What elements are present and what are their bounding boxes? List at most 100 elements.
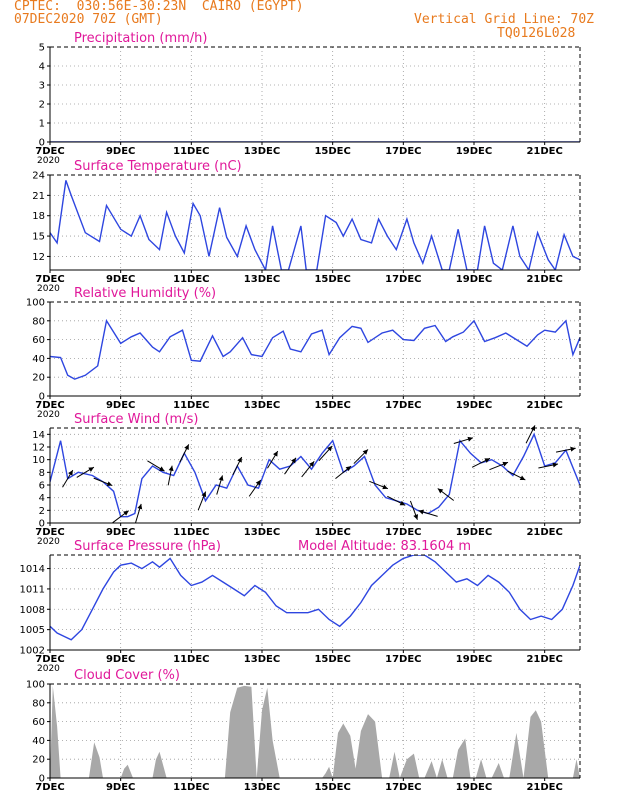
panel-0-xtick-label: 11DEC (173, 146, 209, 157)
panel-4-ytick-label: 1011 (20, 584, 45, 595)
wind-arrow-head (168, 465, 174, 472)
panel-2-ytick-label: 40 (32, 354, 45, 365)
panel-1-xtick-label: 9DEC (106, 274, 135, 285)
panel-5-xtick-label: 19DEC (456, 782, 492, 793)
wind-arrow-head (137, 503, 143, 510)
panel-1-xtick-label: 17DEC (385, 274, 421, 285)
panel-5-ytick-label: 100 (26, 680, 45, 691)
panel-2-ytick-label: 100 (26, 298, 45, 309)
wind-arrow-head (413, 514, 419, 520)
panel-2-ytick-label: 20 (32, 373, 45, 384)
panel-5-xtick-label: 11DEC (173, 782, 209, 793)
panel-5-ytick-label: 40 (32, 736, 45, 747)
wind-arrow-head (201, 491, 207, 498)
wind-arrow-head (123, 510, 129, 516)
wind-arrow-head (382, 484, 388, 490)
panel-3-xtick-label: 21DEC (526, 527, 562, 538)
panel-1-ytick-label: 12 (32, 252, 45, 263)
header-model-code: TQ0126L028 (497, 26, 576, 41)
panel-2-xtick-label: 11DEC (173, 400, 209, 411)
panel-5-xtick-label: 9DEC (106, 782, 135, 793)
panel-4-title: Surface Pressure (hPa) (74, 539, 221, 554)
panel-3-ytick-label: 10 (32, 455, 45, 466)
panel-1-xtick-label: 21DEC (526, 274, 562, 285)
wind-arrow-head (273, 451, 278, 457)
panel-4-ytick-label: 1005 (20, 625, 45, 636)
panel-3-ytick-label: 4 (39, 493, 45, 504)
panel-0-year-label: 2020 (37, 156, 60, 166)
panel-3-title: Surface Wind (m/s) (74, 412, 198, 427)
panel-5-ytick-label: 60 (32, 717, 45, 728)
panel-2-xtick-label: 7DEC (35, 400, 64, 411)
wind-arrow-head (68, 470, 73, 476)
panel-3-xtick-label: 9DEC (106, 527, 135, 538)
panel-1-ytick-label: 21 (32, 191, 45, 202)
wind-arrow-head (309, 461, 315, 467)
panel-5-xtick-label: 17DEC (385, 782, 421, 793)
panel-3-ytick-label: 0 (39, 519, 45, 530)
panel-1-title: Surface Temperature (nC) (74, 159, 242, 174)
panel-4-annotation: Model Altitude: 83.1604 m (298, 539, 471, 554)
panel-2-xtick-label: 21DEC (526, 400, 562, 411)
header-grid-line: Vertical Grid Line: 70Z (414, 12, 595, 27)
wind-arrow-head (570, 446, 576, 452)
panel-3-ytick-label: 2 (39, 506, 45, 517)
panel-0-xtick-label: 19DEC (456, 146, 492, 157)
panel-4-xtick-label: 7DEC (35, 654, 64, 665)
panel-4-xtick-label: 21DEC (526, 654, 562, 665)
panel-0-ytick-label: 2 (39, 100, 45, 111)
panel-1-ytick-label: 18 (32, 211, 45, 222)
panel-0-xtick-label: 21DEC (526, 146, 562, 157)
panel-2-xtick-label: 9DEC (106, 400, 135, 411)
wind-arrow-head (291, 457, 297, 464)
panel-1-xtick-label: 19DEC (456, 274, 492, 285)
panel-5-title: Cloud Cover (%) (74, 668, 180, 683)
panel-3-year-label: 2020 (37, 537, 60, 547)
panel-4-xtick-label: 19DEC (456, 654, 492, 665)
panel-0-xtick-label: 9DEC (106, 146, 135, 157)
panel-0-ytick-label: 3 (39, 81, 45, 92)
panel-4-xtick-label: 9DEC (106, 654, 135, 665)
panel-3-xtick-label: 7DEC (35, 527, 64, 538)
panel-0-ytick-label: 5 (39, 43, 45, 54)
panel-5-xtick-label: 15DEC (314, 782, 350, 793)
panel-3-xtick-label: 19DEC (456, 527, 492, 538)
panel-4-year-label: 2020 (37, 664, 60, 674)
wind-arrow-head (502, 461, 509, 467)
panel-1-year-label: 2020 (37, 284, 60, 294)
panel-2-ytick-label: 60 (32, 335, 45, 346)
wind-arrow-head (218, 475, 224, 481)
panel-3-xtick-label: 13DEC (244, 527, 280, 538)
panel-5-xtick-label: 7DEC (35, 782, 64, 793)
panel-0-xtick-label: 17DEC (385, 146, 421, 157)
wind-arrow-head (437, 488, 444, 494)
panel-0-xtick-label: 7DEC (35, 146, 64, 157)
panel-2-ytick-label: 0 (39, 392, 45, 403)
panel-2-series-line (50, 318, 580, 380)
panel-2-title: Relative Humidity (%) (74, 286, 216, 301)
panel-3-xtick-label: 11DEC (173, 527, 209, 538)
panel-3-xtick-label: 17DEC (385, 527, 421, 538)
panel-4-ytick-label: 1008 (20, 605, 45, 616)
panel-1-xtick-label: 11DEC (173, 274, 209, 285)
panel-5-xtick-label: 13DEC (244, 782, 280, 793)
cloud-cover-area (50, 685, 580, 778)
wind-arrow-head (552, 462, 559, 468)
wind-arrow-head (418, 509, 424, 515)
panel-2-ytick-label: 80 (32, 316, 45, 327)
panel-3-ytick-label: 8 (39, 468, 45, 479)
wind-arrow-head (467, 436, 473, 442)
panel-5-ytick-label: 20 (32, 755, 45, 766)
panel-5-ytick-label: 80 (32, 698, 45, 709)
panel-1-ytick-label: 24 (32, 171, 45, 182)
wind-arrow-head (106, 481, 113, 487)
panel-4-xtick-label: 17DEC (385, 654, 421, 665)
wind-arrow-head (159, 466, 165, 472)
panel-5-xtick-label: 21DEC (526, 782, 562, 793)
wind-arrow-head (362, 449, 369, 455)
panel-0-xtick-label: 15DEC (314, 146, 350, 157)
panel-0-ytick-label: 0 (39, 138, 45, 149)
wind-arrow-head (519, 475, 526, 480)
panel-4-xtick-label: 13DEC (244, 654, 280, 665)
